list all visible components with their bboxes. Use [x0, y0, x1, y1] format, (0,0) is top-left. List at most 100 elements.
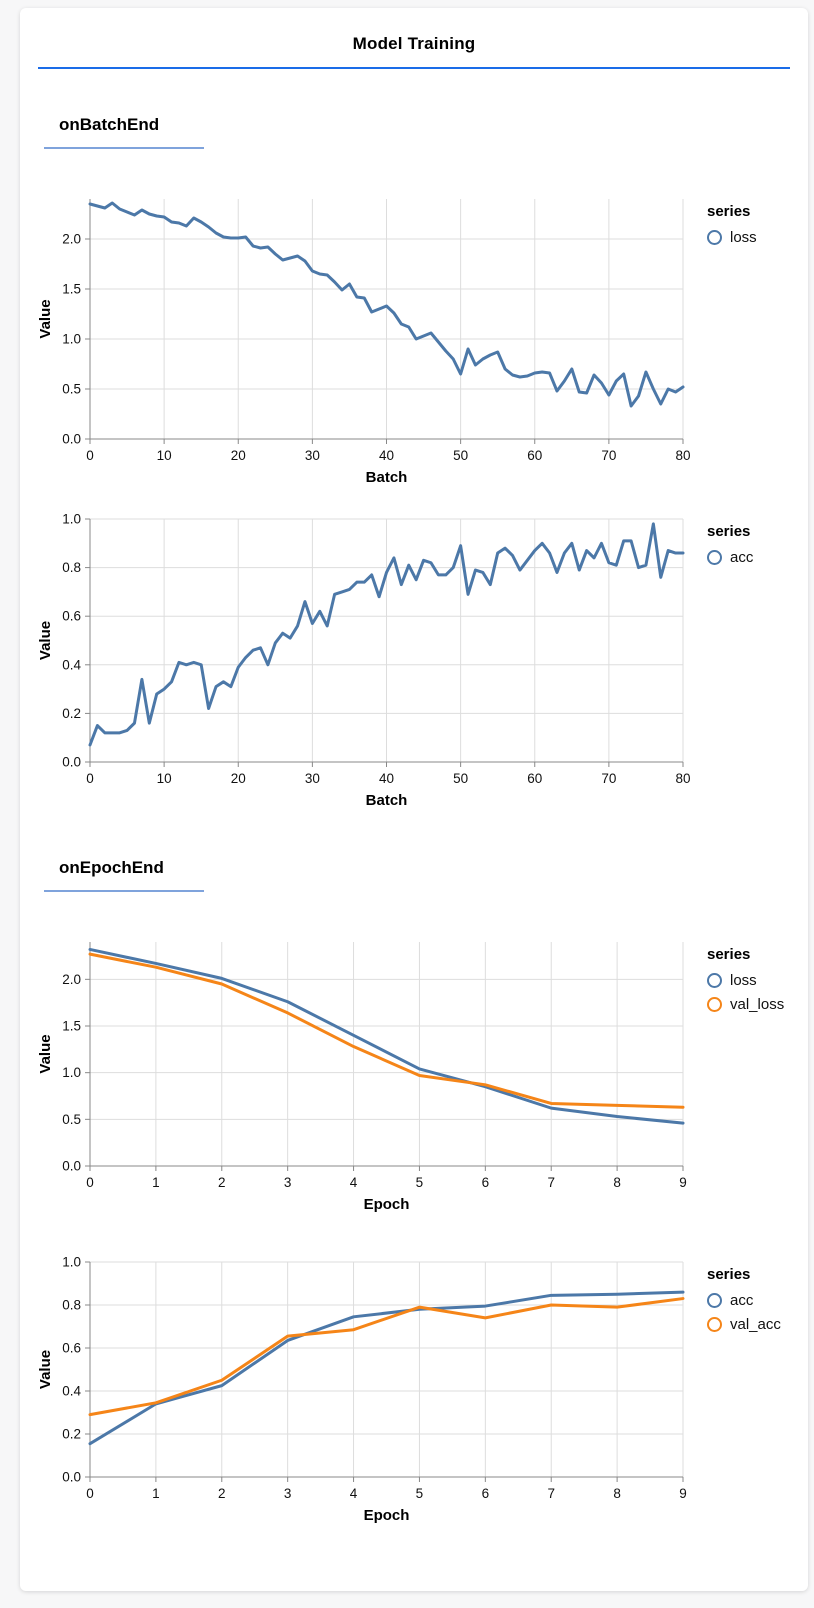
x-tick-label: 3 — [284, 1486, 292, 1501]
y-tick-label: 1.5 — [62, 282, 81, 297]
section-heading-onEpochEnd: onEpochEnd — [59, 858, 164, 877]
y-tick-label: 0.8 — [62, 1298, 81, 1313]
legend-epoch-loss: series loss val_loss — [695, 932, 784, 1020]
chart-row-batch-loss: 0 10 20 30 40 50 60 70 80 0.0 0.5 1.0 1.5 2.0 Value Bat… — [36, 189, 808, 489]
y-tick-label: 0.0 — [62, 1159, 81, 1174]
legend-batch-loss: series loss — [695, 189, 757, 253]
x-tick-label: 8 — [613, 1486, 621, 1501]
series-line-val_loss — [88, 952, 685, 1109]
y-tick-label: 0.5 — [62, 1112, 81, 1127]
x-tick-label: 20 — [231, 448, 246, 463]
x-tick-label: 9 — [679, 1175, 687, 1190]
legend-entry-loss: loss — [707, 229, 757, 246]
y-tick-label: 0.0 — [62, 432, 81, 447]
legend-entry-val_acc: val_acc — [707, 1316, 781, 1333]
series-line-loss — [88, 947, 685, 1125]
x-tick-label: 5 — [416, 1175, 424, 1190]
y-tick-label: 0.0 — [62, 755, 81, 770]
y-tick-label: 0.8 — [62, 560, 81, 575]
series-line-loss — [88, 201, 685, 408]
x-tick-label: 8 — [613, 1175, 621, 1190]
y-axis-title: Value — [37, 1350, 54, 1389]
y-tick-label: 0.2 — [62, 706, 81, 721]
x-tick-label: 7 — [547, 1175, 555, 1190]
x-tick-label: 30 — [305, 771, 320, 786]
y-tick-label: 1.5 — [62, 1019, 81, 1034]
chart-row-epoch-loss: 0 1 2 3 4 5 6 7 8 9 0.0 0.5 1.0 1.5 2.0 Value Epoch seri… — [36, 932, 808, 1216]
page-title: Model Training — [352, 34, 476, 53]
line-chart-epoch-acc: 0 1 2 3 4 5 6 7 8 9 0.0 0.2 0.4 0.6 0.8 1.0 Value Epoch — [36, 1252, 695, 1527]
visor-surface: Model Training onBatchEnd 0 10 20 30 40 50 60 7… — [0, 8, 814, 1591]
chart-svg: 0 10 20 30 40 50 60 70 80 0.0 0.2 0.4 0.6 0.8 1.0 Value… — [37, 512, 691, 810]
chart-row-batch-acc: 0 10 20 30 40 50 60 70 80 0.0 0.2 0.4 0.6 0.8 1.0 Value… — [36, 509, 808, 812]
x-axis-title: Batch — [366, 469, 408, 486]
line-chart-batch-acc: 0 10 20 30 40 50 60 70 80 0.0 0.2 0.4 0.6 0.8 1.0 Value… — [36, 509, 695, 812]
chart-svg: 0 1 2 3 4 5 6 7 8 9 0.0 0.2 0.4 0.6 0.8 1.0 Value Epoch — [37, 1255, 687, 1525]
x-tick-label: 60 — [527, 448, 542, 463]
title-rule — [38, 67, 790, 69]
y-tick-label: 1.0 — [62, 332, 81, 347]
x-tick-label: 4 — [350, 1175, 358, 1190]
legend-batch-acc: series acc — [695, 509, 753, 573]
y-tick-label: 1.0 — [62, 1065, 81, 1080]
legend-title: series — [707, 1266, 751, 1283]
y-tick-label: 2.0 — [62, 972, 81, 987]
chart-row-epoch-acc: 0 1 2 3 4 5 6 7 8 9 0.0 0.2 0.4 0.6 0.8 1.0 Value Epoch s… — [36, 1252, 808, 1527]
x-tick-label: 40 — [379, 448, 394, 463]
x-tick-label: 2 — [218, 1486, 226, 1501]
x-axis-title: Epoch — [364, 1196, 410, 1213]
x-tick-label: 70 — [601, 771, 616, 786]
y-axis-title: Value — [37, 299, 54, 338]
section-heading-rule — [44, 890, 204, 892]
legend-circle-icon — [707, 973, 722, 988]
y-tick-label: 2.0 — [62, 232, 81, 247]
x-tick-label: 5 — [416, 1486, 424, 1501]
section-heading-rule — [44, 147, 204, 149]
legend-label: val_loss — [730, 996, 785, 1013]
section-heading-onBatchEnd: onBatchEnd — [59, 115, 160, 134]
legend-label: acc — [730, 1292, 754, 1309]
y-axis-title: Value — [37, 621, 54, 660]
x-tick-label: 80 — [675, 448, 690, 463]
legend-circle-icon — [707, 230, 722, 245]
legend-entry-acc: acc — [707, 1292, 781, 1309]
x-tick-label: 0 — [86, 1486, 94, 1501]
y-tick-label: 0.2 — [62, 1427, 81, 1442]
line-chart-batch-loss: 0 10 20 30 40 50 60 70 80 0.0 0.5 1.0 1.5 2.0 Value Bat… — [36, 189, 695, 489]
chart-svg: 0 10 20 30 40 50 60 70 80 0.0 0.5 1.0 1.5 2.0 Value Bat… — [37, 199, 691, 486]
legend-entry-loss: loss — [707, 972, 784, 989]
x-axis-title: Epoch — [364, 1507, 410, 1524]
legend-label: val_acc — [730, 1316, 781, 1333]
legend-circle-icon — [707, 550, 722, 565]
legend-title: series — [707, 203, 751, 220]
legend-epoch-acc: series acc val_acc — [695, 1252, 781, 1340]
x-tick-label: 80 — [675, 771, 690, 786]
legend-title: series — [707, 946, 751, 963]
series-line-acc — [88, 1290, 685, 1446]
chart-svg: 0 1 2 3 4 5 6 7 8 9 0.0 0.5 1.0 1.5 2.0 Value Epoch — [37, 942, 687, 1213]
legend-label: loss — [730, 972, 757, 989]
x-tick-label: 9 — [679, 1486, 687, 1501]
x-tick-label: 30 — [305, 448, 320, 463]
x-tick-label: 6 — [482, 1175, 490, 1190]
legend-circle-icon — [707, 997, 722, 1012]
section-onEpochEnd: onEpochEnd — [44, 858, 808, 892]
line-chart-epoch-loss: 0 1 2 3 4 5 6 7 8 9 0.0 0.5 1.0 1.5 2.0 Value Epoch — [36, 932, 695, 1216]
x-tick-label: 7 — [547, 1486, 555, 1501]
y-tick-label: 0.6 — [62, 1341, 81, 1356]
model-training-card: Model Training onBatchEnd 0 10 20 30 40 50 60 7… — [20, 8, 808, 1591]
series-line-val_acc — [88, 1297, 685, 1417]
y-tick-label: 1.0 — [62, 1255, 81, 1270]
x-tick-label: 2 — [218, 1175, 226, 1190]
x-tick-label: 20 — [231, 771, 246, 786]
x-axis-title: Batch — [366, 792, 408, 809]
y-tick-label: 0.0 — [62, 1470, 81, 1485]
x-tick-label: 70 — [601, 448, 616, 463]
x-tick-label: 0 — [86, 1175, 94, 1190]
y-tick-label: 0.6 — [62, 609, 81, 624]
x-tick-label: 0 — [86, 448, 94, 463]
legend-entry-val_loss: val_loss — [707, 996, 784, 1013]
x-tick-label: 1 — [152, 1175, 160, 1190]
y-tick-label: 0.4 — [62, 657, 81, 672]
legend-circle-icon — [707, 1293, 722, 1308]
